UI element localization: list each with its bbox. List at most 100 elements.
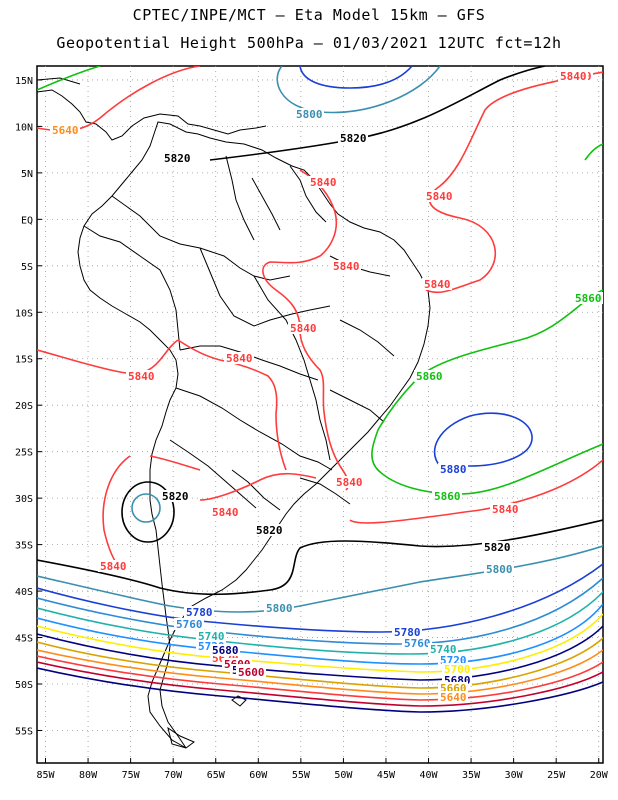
longitude-tick-label: 40W (419, 770, 438, 781)
latitude-tick-label: 40S (15, 587, 33, 598)
contour-label-background (424, 190, 454, 202)
latitude-tick-label: 35S (15, 541, 33, 552)
contour-label: 5840 (290, 322, 317, 335)
longitude-tick-label: 80W (79, 770, 98, 781)
contour-label: 5640 (52, 124, 79, 137)
contour-label: 5840 (226, 352, 253, 365)
contour-label-background (438, 691, 468, 703)
contour-label: 5820 (164, 152, 191, 165)
latitude-tick-label: 50S (15, 680, 33, 691)
latitude-tick-label: 15S (15, 355, 33, 366)
contour-label-background (414, 370, 444, 382)
contour-label: 5840 (424, 278, 451, 291)
contour-label-background (210, 506, 240, 518)
longitude-tick-label: 55W (292, 770, 311, 781)
contour-label-background (490, 503, 520, 515)
contour-label: 5840 (492, 503, 519, 516)
latitude-tick-label: 15N (15, 76, 33, 87)
contour-label: 5840 (100, 560, 127, 573)
contour-label-background (331, 260, 361, 272)
contour-label: 5800 (296, 108, 323, 121)
contour-label: 5820 (256, 524, 283, 537)
contour-label: 5740 (198, 630, 225, 643)
latitude-tick-label: EQ (21, 215, 33, 226)
contour-label: 5780 (186, 606, 213, 619)
contour-label-background (160, 490, 190, 502)
contour-label: 5840 (560, 70, 587, 83)
contour-label-background (210, 644, 240, 656)
contour-label-background (264, 602, 294, 614)
latitude-tick-label: 10S (15, 308, 33, 319)
chart-subtitle: Geopotential Height 500hPa – 01/03/2021 … (56, 34, 562, 52)
longitude-tick-label: 70W (164, 770, 183, 781)
contour-label: 5600 (238, 666, 265, 679)
latitude-tick-label: 10N (15, 122, 33, 133)
latitude-tick-label: 30S (15, 494, 33, 505)
contour-label: 5800 (266, 602, 293, 615)
contour-label-background (308, 176, 338, 188)
contour-label: 5840 (128, 370, 155, 383)
contour-label-background (573, 292, 603, 304)
contour-label: 5840 (336, 476, 363, 489)
longitude-tick-label: 60W (249, 770, 268, 781)
longitude-axis: 85W 80W 75W 70W 65W 60W 55W 50W 45W 40W 35W 30W 25W 2… (36, 758, 609, 781)
latitude-tick-label: 55S (15, 726, 33, 737)
contour-label: 5840 (333, 260, 360, 273)
contour-label-background (422, 278, 452, 290)
latitude-axis: 15N 10N 5N EQ 5S 10S 15S 20S 25S 30S 35S 40S 45S 50S 5… (15, 76, 42, 737)
contour-label-background (442, 663, 472, 675)
longitude-tick-label: 45W (377, 770, 396, 781)
contour-lines (37, 66, 603, 713)
contour-label-background (428, 643, 458, 655)
longitude-tick-label: 30W (505, 770, 524, 781)
contour-label-background (224, 352, 254, 364)
contour-label-background (236, 666, 266, 678)
contour-label: 5820 (340, 132, 367, 145)
contour-label-background (338, 132, 368, 144)
contour-label: 5880 (440, 463, 467, 476)
latitude-tick-label: 5S (21, 262, 33, 273)
latitude-tick-label: 25S (15, 448, 33, 459)
contour-label-background (392, 626, 422, 638)
contour-label-background (174, 618, 204, 630)
contour-label: 5820 (162, 490, 189, 503)
longitude-tick-label: 75W (122, 770, 141, 781)
contour-label-background (184, 606, 214, 618)
contour-label-background (294, 108, 324, 120)
contour-label: 5760 (176, 618, 203, 631)
contour-label-background (402, 637, 432, 649)
longitude-tick-label: 25W (547, 770, 566, 781)
contour-label: 5740 (430, 643, 457, 656)
contour-label: 5840 (310, 176, 337, 189)
contour-label-background (482, 541, 512, 553)
contour-label: 5780 (394, 626, 421, 639)
contour-label-background (196, 630, 226, 642)
latitude-tick-label: 45S (15, 634, 33, 645)
contour-label: 5820 (484, 541, 511, 554)
contour-label-background (484, 563, 514, 575)
contour-label: 5760 (404, 637, 431, 650)
longitude-tick-label: 20W (590, 770, 609, 781)
latitude-tick-label: 5N (21, 169, 33, 180)
longitude-tick-label: 85W (36, 770, 55, 781)
contour-label-background (254, 524, 284, 536)
contour-label-background (288, 322, 318, 334)
contour-label-background (50, 124, 80, 136)
contour-label: 5840 (212, 506, 239, 519)
contour-label-background (98, 560, 128, 572)
contour-label-background (438, 463, 468, 475)
contour-label-background (162, 152, 192, 164)
contour-label-background (558, 70, 588, 82)
contour-label: 5860 (416, 370, 443, 383)
contour-label: 5800 (486, 563, 513, 576)
contour-label: 5640 (440, 691, 467, 704)
longitude-tick-label: 50W (334, 770, 353, 781)
contour-label-background (334, 476, 364, 488)
latitude-tick-label: 20S (15, 401, 33, 412)
longitude-tick-label: 35W (462, 770, 481, 781)
contour-label: 5860 (434, 490, 461, 503)
contour-label: 5860 (575, 292, 602, 305)
contour-label: 5680 (212, 644, 239, 657)
contour-label-background (432, 490, 462, 502)
